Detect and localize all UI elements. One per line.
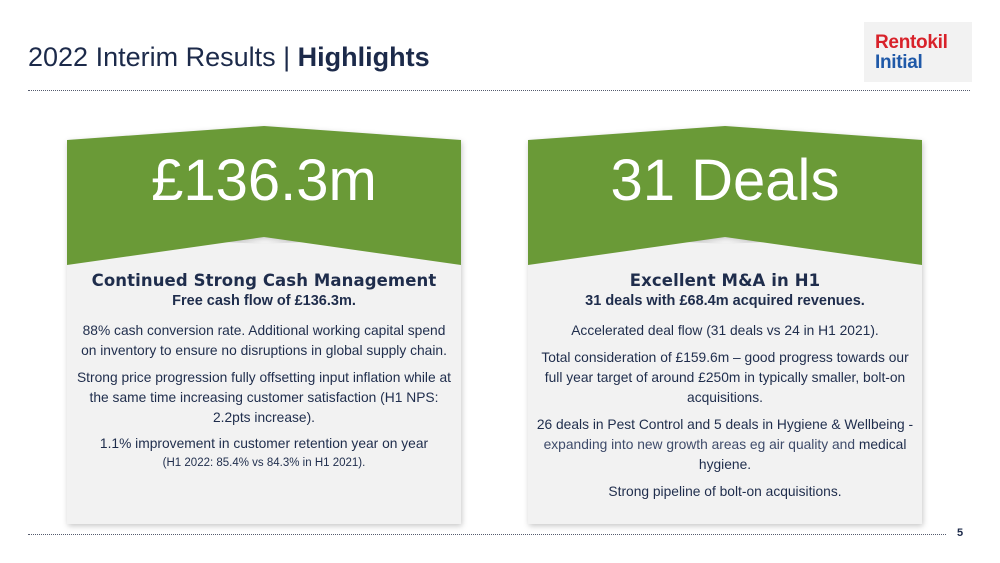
- card-heading: Excellent M&A in H1: [629, 271, 821, 290]
- card-paragraph: 88% cash conversion rate. Additional wor…: [81, 323, 447, 358]
- company-logo: Rentokil Initial: [864, 22, 972, 82]
- card-body: Continued Strong Cash Management Free ca…: [75, 271, 453, 479]
- deals-text: 26 deals in Pest Control and 5 deals in …: [536, 417, 914, 432]
- card-paragraph: Strong price progression fully offsettin…: [76, 370, 451, 425]
- growth-areas-text: expanding into new growth areas eg air q…: [543, 437, 856, 452]
- card-paragraph: 26 deals in Pest Control and 5 deals in …: [536, 415, 914, 475]
- headline-figure: 31 Deals: [610, 148, 840, 213]
- card-paragraph: Accelerated deal flow (31 deals vs 24 in…: [571, 323, 879, 338]
- deals-text-end: medical hygiene.: [698, 437, 907, 472]
- retention-text: 1.1% improvement in customer retention y…: [99, 436, 429, 451]
- retention-note: (H1 2022: 85.4% vs 84.3% in H1 2021).: [162, 457, 366, 469]
- footer-divider: [28, 534, 946, 535]
- header-divider: [28, 90, 970, 91]
- card-paragraph: Total consideration of £159.6m – good pr…: [541, 350, 909, 405]
- card-body: Excellent M&A in H1 31 deals with £68.4m…: [536, 271, 914, 509]
- page-title: 2022 Interim Results | Highlights: [28, 42, 430, 73]
- card-paragraph: Strong pipeline of bolt-on acquisitions.: [608, 484, 842, 499]
- card-shape: [67, 126, 461, 524]
- highlight-card-cash: £136.3m Continued Strong Cash Management…: [67, 126, 461, 524]
- card-shape: [528, 126, 922, 524]
- card-heading: Continued Strong Cash Management: [91, 271, 437, 290]
- card-paragraph: 1.1% improvement in customer retention y…: [75, 435, 453, 472]
- highlight-card-ma: 31 Deals Excellent M&A in H1 31 deals wi…: [528, 126, 922, 524]
- logo-line-1: Rentokil: [875, 32, 948, 53]
- title-bold: Highlights: [297, 42, 430, 72]
- headline-figure: £136.3m: [151, 148, 377, 213]
- page-number: 5: [957, 527, 964, 539]
- title-regular: 2022 Interim Results |: [28, 42, 298, 72]
- logo-line-2: Initial: [875, 52, 923, 73]
- card-subheading: 31 deals with £68.4m acquired revenues.: [585, 293, 865, 309]
- card-subheading: Free cash flow of £136.3m.: [172, 293, 356, 309]
